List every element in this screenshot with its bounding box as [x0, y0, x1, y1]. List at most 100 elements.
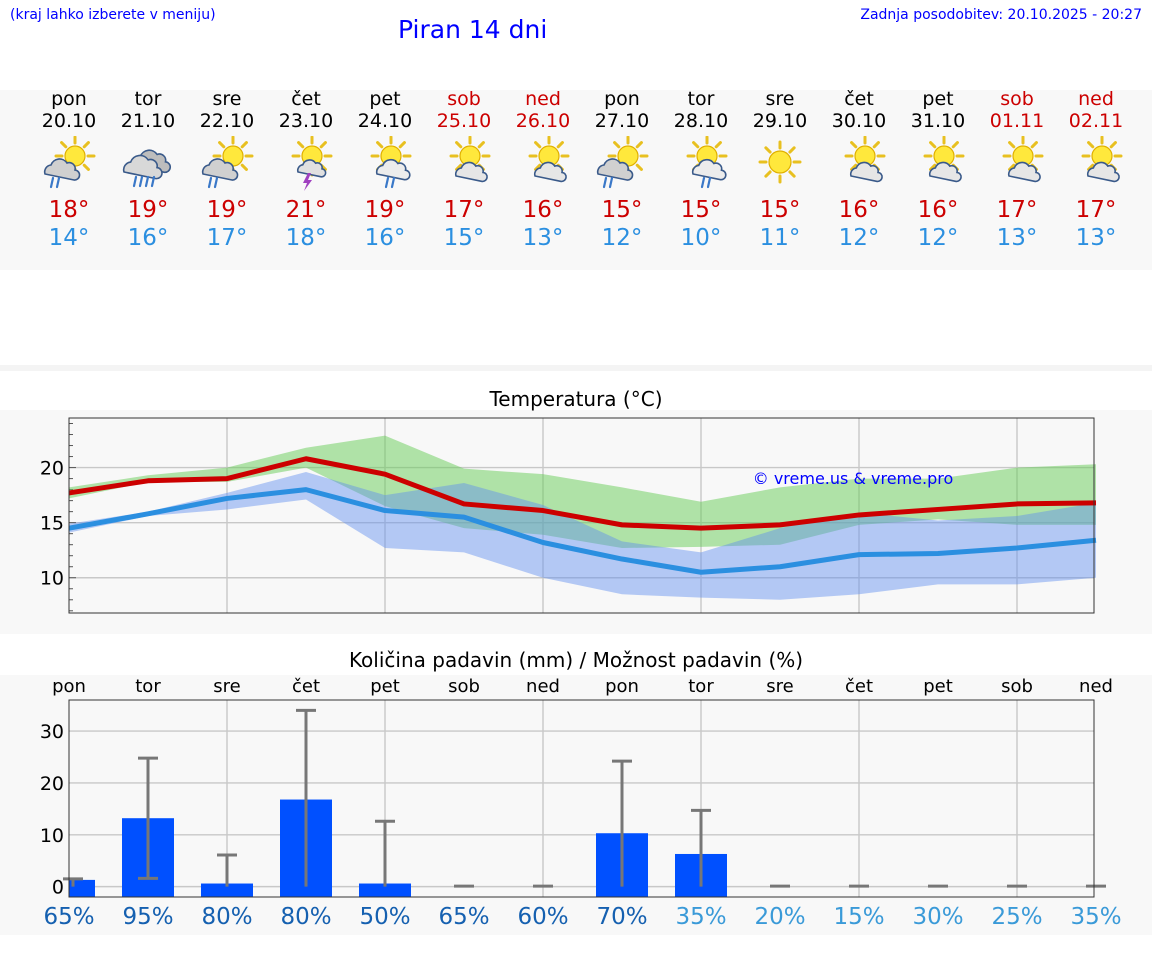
day-name: pet: [369, 88, 401, 110]
day-column: pon 27.10 15° 12°: [583, 88, 662, 252]
x-category-label: sob: [1001, 676, 1033, 697]
day-column: čet 23.10 21° 18°: [267, 88, 346, 252]
day-name: sob: [447, 88, 481, 110]
sun-cloud-icon: [844, 136, 886, 183]
min-temperature: 16°: [127, 225, 169, 251]
min-temperature: 16°: [364, 225, 406, 251]
sun-cloud-icon: [528, 136, 570, 183]
day-column: sre 29.10 15° 11°: [741, 88, 820, 252]
x-category-label: ned: [1079, 676, 1113, 697]
max-temperature: 17°: [1075, 197, 1117, 223]
day-name: sre: [765, 88, 795, 110]
max-temperature: 19°: [206, 197, 248, 223]
precipitation-probability: 65%: [43, 904, 95, 930]
day-name: pon: [604, 88, 640, 110]
y-tick-label: 30: [40, 721, 64, 743]
max-temperature: 18°: [48, 197, 90, 223]
plot-frame: [68, 699, 1095, 898]
day-name: pon: [51, 88, 87, 110]
max-temperature: 15°: [759, 197, 801, 223]
max-temperature: 19°: [127, 197, 169, 223]
day-date: 01.11: [989, 110, 1045, 132]
day-name: tor: [687, 88, 715, 110]
day-date: 30.10: [831, 110, 887, 132]
precipitation-bar: [359, 883, 411, 897]
separator: [0, 365, 1152, 371]
day-column: sob 25.10 17° 15°: [425, 88, 504, 252]
day-column: čet 30.10 16° 12°: [820, 88, 899, 252]
min-temperature: 13°: [996, 225, 1038, 251]
max-temperature: 17°: [996, 197, 1038, 223]
day-date: 28.10: [673, 110, 729, 132]
day-name: ned: [1078, 88, 1114, 110]
sun-cloud-icon: [449, 136, 491, 183]
page-title: Piran 14 dni: [398, 15, 548, 44]
day-name: pet: [922, 88, 954, 110]
max-temperature: 19°: [364, 197, 406, 223]
temperature-chart-title: Temperatura (°C): [489, 387, 663, 411]
x-category-label: tor: [135, 676, 161, 697]
sun-cloud-rain-icon: [370, 136, 412, 189]
sun-cloud-icon: [1002, 136, 1044, 183]
x-category-label: čet: [291, 676, 321, 697]
x-category-label: pet: [923, 676, 953, 697]
precipitation-bar: [201, 883, 253, 897]
day-date: 24.10: [357, 110, 413, 132]
sun-storm-icon: [291, 136, 333, 191]
day-date: 23.10: [278, 110, 334, 132]
x-category-label: ned: [526, 676, 560, 697]
day-column: ned 26.10 16° 13°: [504, 88, 583, 252]
x-category-label: sre: [766, 676, 794, 697]
day-name: čet: [844, 88, 874, 110]
min-temperature: 14°: [48, 225, 90, 251]
min-temperature-range-band: [69, 471, 1096, 600]
precipitation-bar: [69, 879, 95, 897]
plot-area: [69, 700, 1094, 897]
precipitation-probability: 20%: [754, 904, 806, 930]
precipitation-probability: 50%: [359, 904, 411, 930]
sun-cloud-icon: [1081, 136, 1123, 183]
precipitation-probability: 25%: [991, 904, 1043, 930]
location-menu-note: (kraj lahko izberete v meniju): [10, 7, 216, 23]
day-column: tor 28.10 15° 10°: [662, 88, 741, 252]
day-date: 27.10: [594, 110, 650, 132]
min-temperature: 12°: [838, 225, 880, 251]
min-temperature: 12°: [917, 225, 959, 251]
max-temperature: 16°: [522, 197, 564, 223]
day-name: sre: [212, 88, 242, 110]
min-temperature-line: [68, 487, 1097, 575]
day-column: tor 21.10 19° 16°: [109, 88, 188, 252]
precipitation-probability: 70%: [596, 904, 648, 930]
day-date: 02.11: [1068, 110, 1124, 132]
max-temperature: 16°: [917, 197, 959, 223]
heavy-rain-icon: [122, 149, 172, 188]
plot-frame: [68, 417, 1095, 614]
day-column: pon 20.10 18° 14°: [30, 88, 109, 252]
temperature-chart: 10 15 20 © vreme.us & vreme.pro: [40, 417, 1097, 614]
precipitation-probability: 65%: [438, 904, 490, 930]
day-column: sob 01.11 17° 13°: [978, 88, 1057, 252]
min-temperature: 13°: [1075, 225, 1117, 251]
y-tick-label: 15: [40, 513, 64, 535]
min-temperature: 10°: [680, 225, 722, 251]
min-temperature: 12°: [601, 225, 643, 251]
day-column: pet 24.10 19° 16°: [346, 88, 425, 252]
sun-cloud-rain-icon: [686, 136, 728, 189]
max-temperature-line: [68, 456, 1097, 531]
x-category-label: sob: [448, 676, 480, 697]
day-name: tor: [134, 88, 162, 110]
precipitation-probability: 60%: [517, 904, 569, 930]
x-category-label: sre: [213, 676, 241, 697]
last-updated: Zadnja posodobitev: 20.10.2025 - 20:27: [860, 7, 1142, 23]
precipitation-probability: 30%: [912, 904, 964, 930]
x-category-label: pon: [52, 676, 86, 697]
precipitation-probability: 35%: [1070, 904, 1122, 930]
day-date: 22.10: [199, 110, 255, 132]
y-tick-label: 10: [40, 825, 64, 847]
y-tick-label: 10: [40, 568, 64, 590]
day-name: sob: [1000, 88, 1034, 110]
watermark: © vreme.us & vreme.pro: [753, 469, 954, 488]
min-temperature: 11°: [759, 225, 801, 251]
day-date: 31.10: [910, 110, 966, 132]
min-temperature: 18°: [285, 225, 327, 251]
